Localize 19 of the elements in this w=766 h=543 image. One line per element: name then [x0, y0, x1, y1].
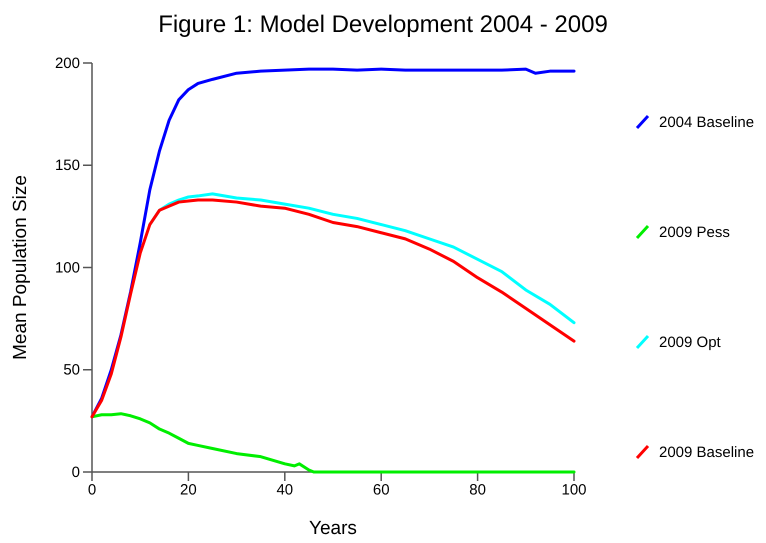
- x-tick-label: 100: [561, 482, 587, 499]
- y-tick-label: 200: [54, 54, 80, 72]
- y-tick-label: 50: [63, 362, 80, 379]
- x-tick-label: 40: [276, 482, 294, 499]
- line-series: [90, 198, 576, 418]
- y-tick-label: 100: [54, 259, 80, 276]
- legend-label: 2009 Opt: [659, 334, 722, 351]
- legend-label: 2009 Baseline: [659, 444, 754, 461]
- legend-label: 2009 Pess: [659, 224, 730, 241]
- legend-label: 2004 Baseline: [659, 114, 754, 131]
- y-tick-label: 0: [72, 464, 80, 481]
- x-tick-label: 60: [372, 482, 390, 499]
- x-axis-title: Years: [309, 518, 357, 539]
- x-tick-label: 20: [180, 482, 197, 499]
- y-tick-label: 150: [54, 157, 80, 174]
- x-tick-label: 0: [88, 482, 96, 499]
- chart-title: Figure 1: Model Development 2004 - 2009: [158, 11, 608, 38]
- y-axis-title: Mean Population Size: [10, 175, 31, 360]
- x-tick-label: 80: [469, 482, 486, 499]
